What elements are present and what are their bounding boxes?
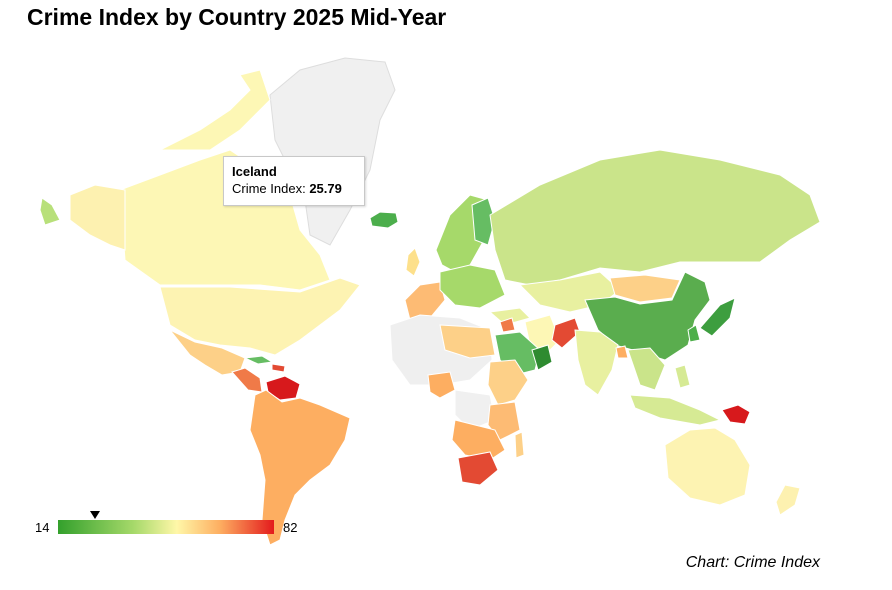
region-central-america[interactable] xyxy=(231,367,263,393)
region-south-america[interactable] xyxy=(249,389,351,546)
region-cuba[interactable] xyxy=(243,355,274,365)
chart-title: Crime Index by Country 2025 Mid-Year xyxy=(27,4,447,30)
region-finland[interactable] xyxy=(471,197,496,246)
region-turkey[interactable] xyxy=(488,307,531,326)
region-alaska[interactable] xyxy=(69,184,126,251)
region-uae-oman[interactable] xyxy=(531,344,553,371)
region-bangladesh[interactable] xyxy=(615,345,629,359)
region-papua-new-guinea[interactable] xyxy=(721,404,751,425)
tooltip-value-line: Crime Index: 25.79 xyxy=(232,180,356,198)
region-canada-arctic[interactable] xyxy=(159,69,271,151)
region-nigeria[interactable] xyxy=(427,371,456,399)
country-tooltip: Iceland Crime Index: 25.79 xyxy=(223,156,365,206)
legend-min-label: 14 xyxy=(35,520,50,535)
region-chukotka[interactable] xyxy=(39,197,61,226)
tooltip-country-name: Iceland xyxy=(232,164,277,179)
region-india[interactable] xyxy=(574,329,619,396)
region-korea[interactable] xyxy=(687,324,701,343)
region-uk[interactable] xyxy=(405,247,421,277)
region-libya-egypt[interactable] xyxy=(439,324,496,359)
region-usa[interactable] xyxy=(159,277,361,356)
region-australia[interactable] xyxy=(664,427,751,506)
region-china[interactable] xyxy=(584,271,711,361)
region-kenya-tanzania[interactable] xyxy=(487,401,521,441)
region-philippines[interactable] xyxy=(674,364,691,389)
region-japan[interactable] xyxy=(699,297,736,337)
region-madagascar[interactable] xyxy=(514,431,525,459)
region-russia[interactable] xyxy=(489,149,821,286)
region-syria-iraq[interactable] xyxy=(499,317,516,333)
tooltip-value: 25.79 xyxy=(309,181,342,196)
legend-max-label: 82 xyxy=(283,520,298,535)
region-central-europe[interactable] xyxy=(439,264,506,309)
region-se-asia[interactable] xyxy=(627,347,666,391)
legend-value-marker xyxy=(90,511,101,519)
tooltip-label: Crime Index: xyxy=(232,181,306,196)
region-east-africa[interactable] xyxy=(487,359,529,406)
region-new-zealand[interactable] xyxy=(775,484,801,516)
chart-credit: Chart: Crime Index xyxy=(685,554,820,571)
region-indonesia[interactable] xyxy=(629,394,722,426)
region-iceland[interactable] xyxy=(369,211,399,229)
region-caribbean[interactable] xyxy=(271,363,286,373)
region-south-africa[interactable] xyxy=(457,451,499,486)
region-afghanistan[interactable] xyxy=(551,317,581,349)
legend-color-bar xyxy=(58,520,274,534)
region-france-iberia[interactable] xyxy=(404,281,446,321)
region-central-africa[interactable] xyxy=(454,389,496,431)
region-mongolia[interactable] xyxy=(609,274,681,303)
